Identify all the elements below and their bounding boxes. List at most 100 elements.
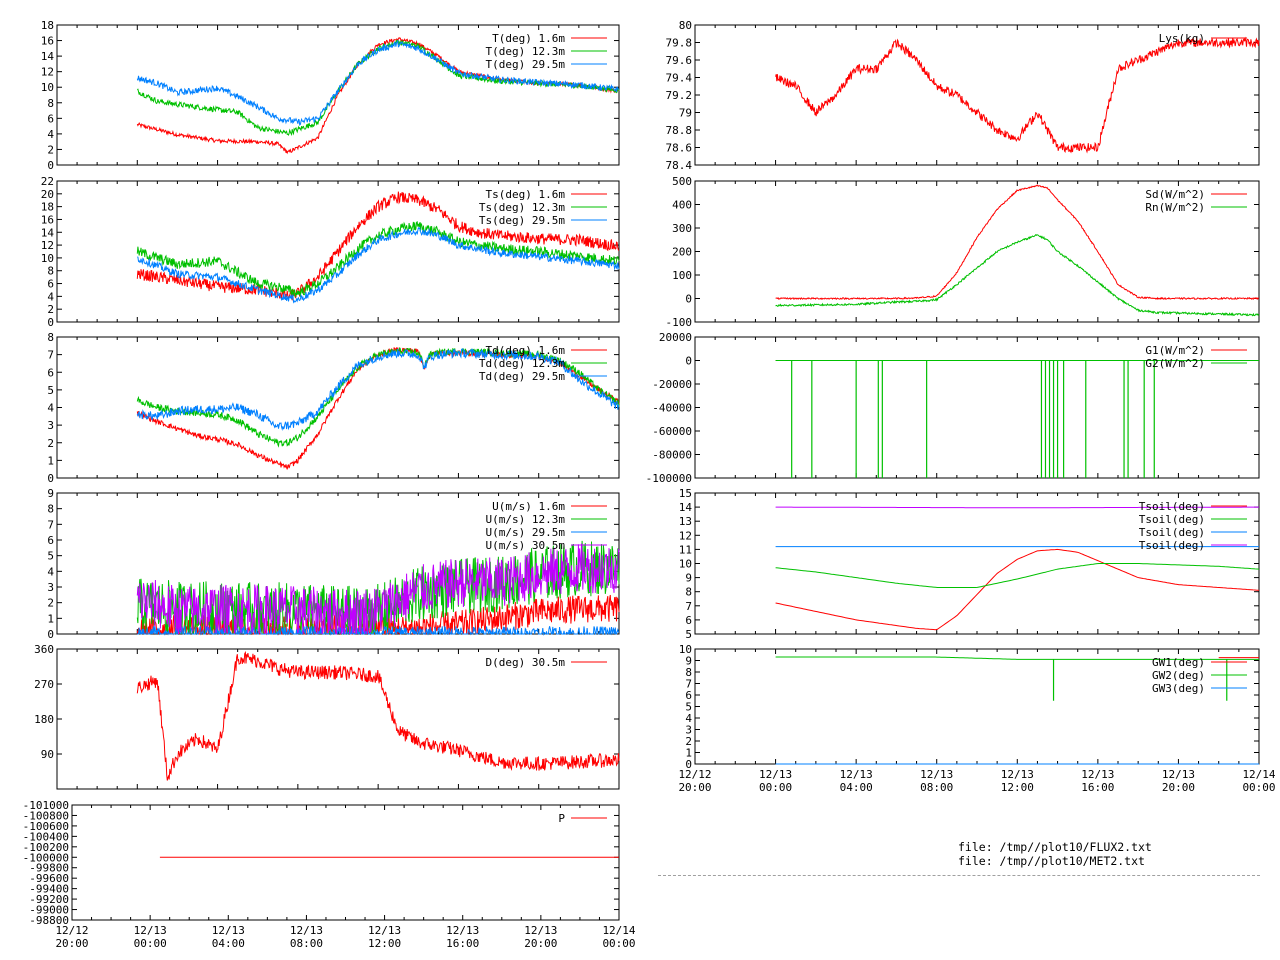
legend-label: Tsoil(deg) (1139, 500, 1205, 513)
y-tick-label: 8 (685, 666, 692, 679)
legend-label: G2(W/m^2) (1145, 357, 1205, 370)
x-tick-label-date: 12/13 (134, 924, 167, 937)
legend: G1(W/m^2)G2(W/m^2) (1145, 344, 1247, 370)
y-tick-label: 6 (47, 366, 54, 379)
y-tick-label: 90 (41, 748, 54, 761)
legend-label: Tsoil(deg) (1139, 539, 1205, 552)
y-tick-label: -80000 (652, 449, 692, 462)
y-tick-label: 8 (47, 331, 54, 344)
y-tick-label: 79 (679, 107, 692, 120)
y-tick-label: 6 (47, 534, 54, 547)
legend: Tsoil(deg)Tsoil(deg)Tsoil(deg)Tsoil(deg) (1139, 500, 1247, 552)
legend: D(deg) 30.5m (486, 656, 607, 669)
x-tick-label-time: 08:00 (920, 781, 953, 794)
y-tick-label: 8 (47, 265, 54, 278)
y-tick-label: 0 (47, 628, 54, 641)
y-tick-label: 3 (685, 724, 692, 737)
y-tick-label: 1 (685, 747, 692, 760)
separator-line (658, 875, 1260, 876)
x-tick-label-time: 12:00 (1001, 781, 1034, 794)
x-tick-label-date: 12/13 (290, 924, 323, 937)
y-tick-label: 0 (685, 758, 692, 771)
series-line (775, 563, 1260, 588)
y-tick-label: 2 (47, 597, 54, 610)
y-tick-label: 78.6 (666, 142, 693, 155)
x-tick-label-date: 12/13 (446, 924, 479, 937)
panel-soil_temp: 56789101112131415Tsoil(deg)Tsoil(deg)Tso… (679, 487, 1260, 641)
y-tick-label: -99000 (29, 904, 69, 917)
y-tick-label: 6 (47, 112, 54, 125)
y-tick-label: 9 (685, 572, 692, 585)
y-tick-label: -101000 (23, 799, 69, 812)
y-tick-label: 14 (679, 501, 693, 514)
y-tick-label: 78.4 (666, 159, 693, 172)
y-tick-label: 7 (47, 518, 54, 531)
series-line (137, 226, 620, 304)
series-line (137, 624, 620, 636)
y-tick-label: 20000 (659, 331, 692, 344)
y-tick-label: 79.6 (666, 54, 693, 67)
y-tick-label: 15 (679, 487, 692, 500)
series-line (775, 184, 1259, 301)
file-line-met: file: /tmp//plot10/MET2.txt (958, 854, 1145, 868)
y-tick-label: 3 (47, 419, 54, 432)
y-tick-label: 18 (41, 19, 54, 32)
x-tick-label-time: 04:00 (212, 937, 245, 950)
series-temp-2 (136, 39, 620, 126)
y-tick-label: 9 (47, 487, 54, 500)
y-tick-label: 0 (47, 472, 54, 485)
y-tick-label: 12 (41, 66, 54, 79)
series-groundwater-1 (775, 656, 1259, 701)
y-tick-label: 400 (672, 199, 692, 212)
y-tick-label: 9 (685, 655, 692, 668)
y-tick-label: -100000 (646, 472, 692, 485)
y-tick-label: 2 (47, 303, 54, 316)
plot-frame (694, 24, 1260, 166)
legend-label: T(deg) 12.3m (486, 45, 566, 58)
y-tick-label: 5 (47, 384, 54, 397)
y-tick-label: 0 (47, 316, 54, 329)
x-tick-label-time: 00:00 (1242, 781, 1275, 794)
panel-radiation: -100 0 100 200 300 400 500 Sd(W/m^2)Rn(W/m^2) (666, 175, 1260, 329)
x-tick-label-date: 12/12 (55, 924, 88, 937)
series-surface_temp-2 (137, 226, 620, 304)
y-tick-label: 500 (672, 175, 692, 188)
file-line-flux: file: /tmp//plot10/FLUX2.txt (958, 840, 1152, 854)
y-tick-label: 79.4 (666, 72, 693, 85)
y-tick-label: -100600 (23, 820, 69, 833)
panel-pressure: -101000-100800-100600-100400-100200-1000… (23, 799, 636, 950)
panel-soil_heat: -100000 -80000 -60000 -40000 -20000 0 20000 G1(… (646, 331, 1260, 485)
y-tick-label: -100400 (23, 830, 69, 843)
y-tick-label: 78.8 (666, 124, 693, 137)
series-soil_temp-3 (775, 506, 1259, 509)
y-tick-label: 10 (41, 81, 54, 94)
y-tick-label: 1 (47, 454, 54, 467)
y-tick-label: 4 (47, 402, 54, 415)
plot-frame (71, 804, 620, 921)
y-tick-label: -98800 (29, 914, 69, 927)
y-tick-label: 2 (47, 143, 54, 156)
x-tick-label-date: 12/13 (368, 924, 401, 937)
x-tick-label-date: 12/14 (602, 924, 635, 937)
y-tick-label: 360 (34, 643, 54, 656)
y-tick-label: -99400 (29, 883, 69, 896)
series-line (136, 650, 620, 781)
file-info: file: /tmp//plot10/FLUX2.txt file: /tmp/… (958, 840, 1152, 868)
y-tick-label: 7 (47, 349, 54, 362)
y-tick-label: 6 (685, 614, 692, 627)
series-line (136, 348, 620, 431)
series-soil_temp-1 (775, 563, 1260, 588)
y-tick-label: 13 (679, 515, 692, 528)
y-tick-label: 4 (47, 290, 54, 303)
x-tick-label-date: 12/13 (1162, 768, 1195, 781)
y-tick-label: 16 (41, 213, 54, 226)
y-tick-label: 22 (41, 175, 54, 188)
y-tick-label: 0 (47, 159, 54, 172)
y-tick-label: 12 (679, 529, 692, 542)
y-tick-label: 4 (685, 712, 692, 725)
x-tick-label-date: 12/13 (840, 768, 873, 781)
panel-temp: 0 2 4 6 8 10 12 14 16 18 T(deg) 1.6mT(deg) 12.3mT(… (41, 19, 620, 172)
